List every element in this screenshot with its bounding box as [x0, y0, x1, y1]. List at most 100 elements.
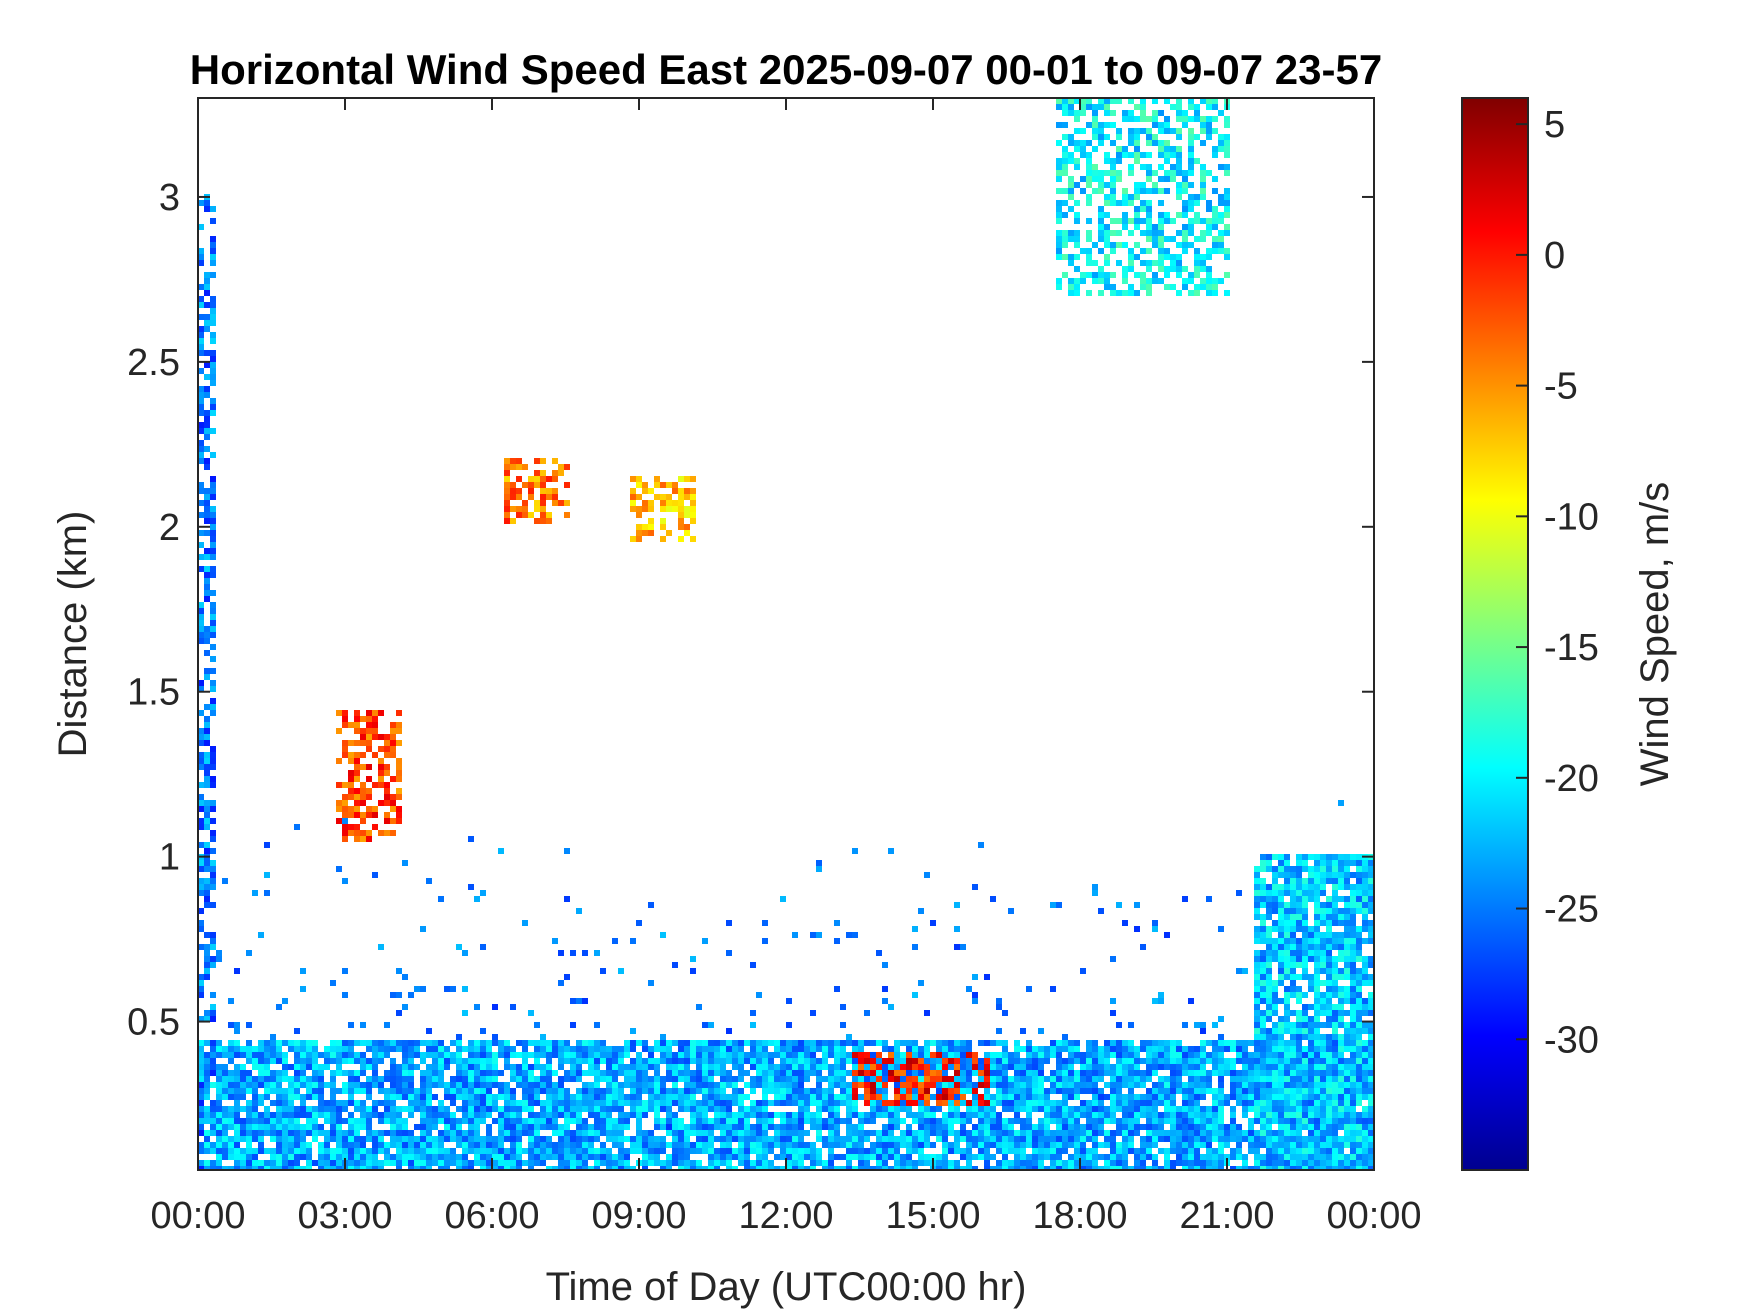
heatmap-cell [1254, 1046, 1260, 1052]
heatmap-cell [1302, 860, 1308, 866]
heatmap-cell [462, 1088, 468, 1094]
heatmap-cell [312, 1088, 318, 1094]
heatmap-cell [666, 1124, 672, 1130]
heatmap-cell [648, 506, 654, 512]
heatmap-cell [1218, 1124, 1224, 1130]
heatmap-cell [552, 1124, 558, 1130]
heatmap-cell [1074, 110, 1080, 116]
heatmap-cell [756, 1160, 762, 1166]
heatmap-cell [492, 1004, 498, 1010]
heatmap-cell [204, 500, 210, 506]
heatmap-cell [984, 1058, 990, 1064]
heatmap-cell [372, 1082, 378, 1088]
heatmap-cell [240, 1166, 246, 1170]
heatmap-cell [1242, 1058, 1248, 1064]
heatmap-cell [906, 1046, 912, 1052]
heatmap-cell [462, 1142, 468, 1148]
heatmap-cell [1014, 1052, 1020, 1058]
heatmap-cell [1008, 1160, 1014, 1166]
heatmap-cell [642, 500, 648, 506]
heatmap-cell [1176, 1070, 1182, 1076]
heatmap-cell [1218, 1040, 1224, 1046]
heatmap-cell [1266, 1088, 1272, 1094]
heatmap-cell [276, 1076, 282, 1082]
heatmap-cell [360, 734, 366, 740]
heatmap-cell [1050, 1142, 1056, 1148]
heatmap-cell [1170, 218, 1176, 224]
heatmap-cell [456, 1082, 462, 1088]
heatmap-cell [294, 1064, 300, 1070]
heatmap-cell [396, 992, 402, 998]
heatmap-cell [1170, 284, 1176, 290]
heatmap-cell [1182, 278, 1188, 284]
heatmap-cell [210, 236, 216, 242]
heatmap-cell [552, 1082, 558, 1088]
heatmap-cell [1014, 1154, 1020, 1160]
heatmap-cell [924, 1130, 930, 1136]
heatmap-cell [1230, 1112, 1236, 1118]
heatmap-cell [372, 1100, 378, 1106]
heatmap-cell [1302, 878, 1308, 884]
heatmap-cell [528, 1094, 534, 1100]
heatmap-cell [1158, 122, 1164, 128]
heatmap-cell [1062, 1064, 1068, 1070]
heatmap-cell [1164, 1046, 1170, 1052]
heatmap-cell [210, 830, 216, 836]
heatmap-cell [1110, 194, 1116, 200]
heatmap-cell [1260, 962, 1266, 968]
heatmap-cell [390, 1058, 396, 1064]
heatmap-cell [852, 848, 858, 854]
heatmap-cell [606, 1064, 612, 1070]
heatmap-cell [846, 1082, 852, 1088]
heatmap-cell [1146, 134, 1152, 140]
heatmap-cell [1110, 1154, 1116, 1160]
heatmap-cell [1026, 1094, 1032, 1100]
heatmap-cell [966, 1088, 972, 1094]
heatmap-cell [468, 1064, 474, 1070]
heatmap-cell [1080, 188, 1086, 194]
heatmap-cell [1254, 884, 1260, 890]
heatmap-cell [210, 626, 216, 632]
heatmap-cell [1164, 1160, 1170, 1166]
heatmap-cell [1146, 1112, 1152, 1118]
heatmap-cell [264, 890, 270, 896]
heatmap-cell [1152, 1130, 1158, 1136]
heatmap-cell [1158, 1130, 1164, 1136]
heatmap-cell [1266, 896, 1272, 902]
heatmap-cell [1062, 200, 1068, 206]
heatmap-cell [978, 1136, 984, 1142]
heatmap-cell [1194, 1022, 1200, 1028]
heatmap-cell [1218, 1118, 1224, 1124]
heatmap-cell [414, 1166, 420, 1170]
heatmap-cell [1086, 1154, 1092, 1160]
heatmap-cell [204, 824, 210, 830]
heatmap-cell [900, 1076, 906, 1082]
heatmap-cell [1122, 1076, 1128, 1082]
heatmap-cell [786, 1100, 792, 1106]
heatmap-cell [774, 1088, 780, 1094]
heatmap-cell [1020, 1166, 1026, 1170]
heatmap-cell [198, 446, 204, 452]
heatmap-cell [1122, 212, 1128, 218]
heatmap-cell [204, 1142, 210, 1148]
heatmap-cell [1164, 1040, 1170, 1046]
heatmap-cell [624, 1100, 630, 1106]
heatmap-cell [1110, 188, 1116, 194]
heatmap-cell [1026, 1052, 1032, 1058]
heatmap-cell [234, 1046, 240, 1052]
heatmap-cell [876, 1160, 882, 1166]
heatmap-cell [1098, 1130, 1104, 1136]
heatmap-cell [204, 890, 210, 896]
heatmap-cell [972, 1070, 978, 1076]
heatmap-cell [690, 1112, 696, 1118]
heatmap-cell [264, 1088, 270, 1094]
heatmap-cell [1158, 1094, 1164, 1100]
heatmap-cell [1224, 206, 1230, 212]
heatmap-cell [1050, 1112, 1056, 1118]
heatmap-cell [504, 494, 510, 500]
heatmap-cell [942, 1148, 948, 1154]
heatmap-cell [1098, 1100, 1104, 1106]
heatmap-cell [372, 872, 378, 878]
heatmap-cell [1212, 1166, 1218, 1170]
heatmap-cell [714, 1112, 720, 1118]
